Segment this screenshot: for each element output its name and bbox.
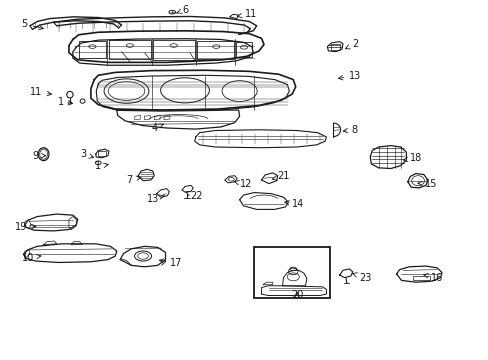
Bar — [98, 151, 106, 156]
Text: 17: 17 — [159, 258, 183, 268]
Text: 11: 11 — [30, 87, 52, 97]
Text: 19: 19 — [15, 222, 36, 232]
Text: 10: 10 — [21, 253, 41, 263]
Text: 23: 23 — [352, 273, 371, 283]
Text: 5: 5 — [21, 19, 43, 30]
Text: 4: 4 — [152, 123, 163, 133]
Bar — [254, 247, 329, 298]
Text: 1: 1 — [94, 161, 108, 171]
Text: 8: 8 — [343, 125, 357, 135]
Bar — [235, 41, 252, 57]
Text: 14: 14 — [284, 199, 304, 210]
Text: 3: 3 — [80, 149, 94, 159]
Text: 16: 16 — [423, 273, 442, 283]
Text: 1: 1 — [58, 97, 72, 107]
Bar — [196, 41, 233, 59]
Text: 22: 22 — [185, 191, 202, 201]
Text: 12: 12 — [234, 179, 251, 189]
Text: 2: 2 — [345, 40, 357, 49]
Bar — [79, 41, 105, 58]
Bar — [330, 44, 339, 50]
Text: 21: 21 — [271, 171, 289, 181]
Text: 15: 15 — [417, 179, 436, 189]
Text: 11: 11 — [237, 9, 256, 19]
Bar — [109, 40, 151, 59]
Text: 7: 7 — [126, 175, 141, 185]
Text: 18: 18 — [403, 153, 422, 163]
Text: 20: 20 — [290, 291, 303, 301]
Text: 13: 13 — [146, 194, 164, 204]
Bar — [412, 276, 429, 280]
Bar — [153, 40, 194, 60]
Text: 13: 13 — [338, 71, 361, 81]
Text: 9: 9 — [33, 150, 46, 161]
Text: 6: 6 — [177, 5, 188, 15]
